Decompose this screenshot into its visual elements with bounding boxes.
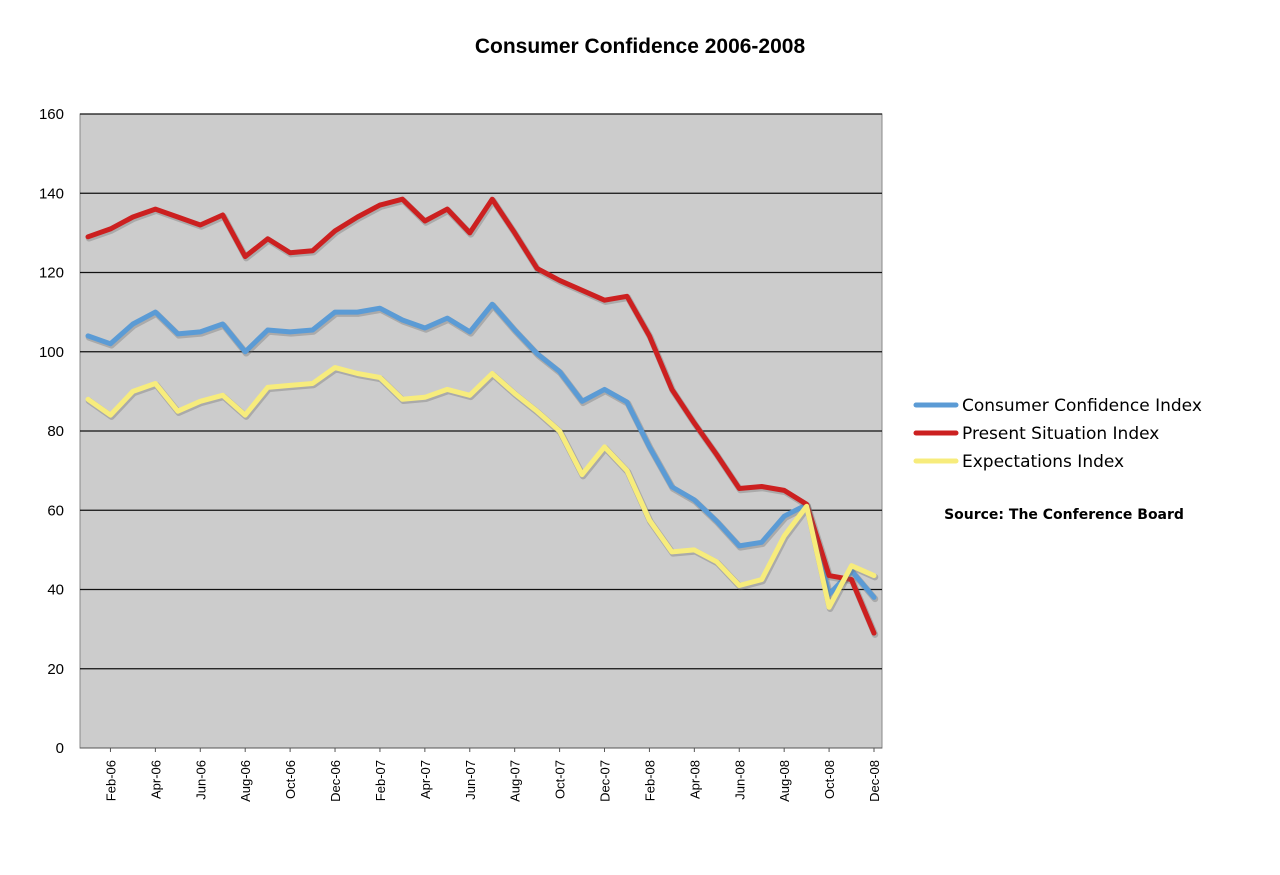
x-tick-label: Jun-07 xyxy=(463,760,478,800)
x-tick-label: Oct-08 xyxy=(822,760,837,799)
x-tick-label: Apr-06 xyxy=(148,760,163,799)
x-tick-label: Oct-06 xyxy=(283,760,298,799)
x-tick-label: Dec-07 xyxy=(598,760,613,802)
x-tick-label: Aug-07 xyxy=(508,760,523,802)
y-tick-label: 0 xyxy=(56,740,64,757)
y-tick-label: 100 xyxy=(39,344,64,361)
series-line-expectations-index xyxy=(85,365,877,610)
grid-layer xyxy=(80,113,882,749)
x-tick-label: Feb-08 xyxy=(642,760,657,801)
y-tick-label: 160 xyxy=(39,106,64,123)
y-tick-label: 120 xyxy=(39,265,64,282)
series-line-consumer-confidence-index xyxy=(85,301,877,600)
y-axis: 0 20 40 60 80 100 120 140 160 xyxy=(39,106,64,757)
chart-title: Consumer Confidence 2006-2008 xyxy=(475,35,806,58)
x-tick-label: Dec-06 xyxy=(328,760,343,802)
x-tick-label: Apr-07 xyxy=(418,760,433,799)
legend-label: Expectations Index xyxy=(962,452,1124,472)
x-tick-label: Aug-08 xyxy=(777,760,792,802)
y-tick-label: 20 xyxy=(47,661,64,678)
x-tick-label: Feb-06 xyxy=(103,760,118,801)
y-tick-label: 60 xyxy=(47,502,64,519)
x-tick-label: Apr-08 xyxy=(687,760,702,799)
x-tick-label: Feb-07 xyxy=(373,760,388,801)
x-tick-label: Dec-08 xyxy=(867,760,882,802)
x-tick-label: Jun-08 xyxy=(732,760,747,800)
source-note: Source: The Conference Board xyxy=(944,507,1184,523)
legend: Consumer Confidence Index Present Situati… xyxy=(913,396,1202,472)
y-tick-label: 140 xyxy=(39,185,64,202)
y-tick-label: 80 xyxy=(47,423,64,440)
legend-label: Consumer Confidence Index xyxy=(962,396,1202,416)
x-tick-label: Aug-06 xyxy=(238,760,253,802)
series-line-present-situation-index xyxy=(85,196,877,636)
legend-label: Present Situation Index xyxy=(962,424,1159,444)
x-tick-label: Oct-07 xyxy=(553,760,568,799)
y-tick-label: 40 xyxy=(47,582,64,599)
series-layer xyxy=(85,196,879,638)
x-axis: Feb-06 Apr-06 Jun-06 Aug-06 Oct-06 Dec-06 Feb-… xyxy=(103,748,882,802)
x-tick-label: Jun-06 xyxy=(193,760,208,800)
